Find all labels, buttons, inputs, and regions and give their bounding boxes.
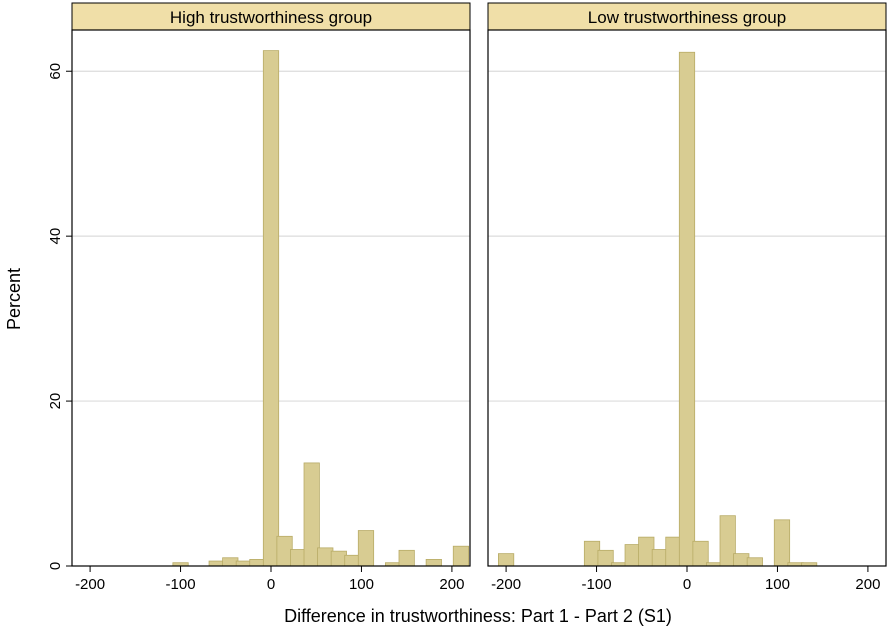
histogram-bar [692, 540, 709, 567]
histogram-bar [235, 560, 252, 567]
x-tick-label: 100 [349, 576, 374, 593]
y-tick-label: 0 [47, 562, 64, 570]
panels-group: High trustworthiness group -200 -100 0 100 20… [47, 2, 887, 593]
histogram-bar [262, 50, 280, 567]
histogram-bar [452, 545, 470, 567]
histogram-bar [773, 519, 791, 567]
histogram-bar [303, 462, 320, 567]
histogram-bar [678, 51, 696, 567]
y-tick-label: 60 [47, 63, 64, 80]
histogram-bar [719, 515, 736, 567]
x-tick-label: 200 [855, 576, 880, 593]
histogram-bar [330, 550, 347, 567]
panel-title: High trustworthiness group [170, 8, 372, 27]
histogram-bar [208, 560, 225, 567]
x-axis-title: Difference in trustworthiness: Part 1 - … [284, 606, 672, 626]
x-tick-label: -200 [491, 576, 521, 593]
histogram-bar [597, 549, 614, 567]
histogram-bar [651, 549, 668, 567]
histogram-bar [290, 549, 307, 567]
histogram-bar [249, 559, 266, 567]
histogram-bar [638, 536, 655, 567]
panel-1: High trustworthiness group -200 -100 0 100 20… [47, 2, 471, 593]
x-tick-label: -100 [166, 576, 196, 593]
x-tick-label: -100 [582, 576, 612, 593]
histogram-bar [398, 549, 415, 567]
histogram-bar [498, 553, 515, 567]
histogram-bar [624, 544, 641, 567]
panel-title: Low trustworthiness group [588, 8, 786, 27]
histogram-bar [276, 535, 293, 567]
histogram-bar [583, 540, 601, 567]
histogram-bar [222, 557, 239, 567]
histogram-bar [425, 559, 442, 567]
y-tick-label: 20 [47, 393, 64, 410]
panel-strip [487, 2, 887, 31]
histogram-bar [733, 553, 750, 567]
x-tick-label: 0 [267, 576, 275, 593]
histogram-bar [357, 530, 375, 567]
x-tick-label: 100 [765, 576, 790, 593]
panel-strip [71, 2, 471, 31]
histogram-bar [344, 554, 361, 567]
y-tick-label: 40 [47, 228, 64, 245]
x-tick-label: -200 [75, 576, 105, 593]
x-tick-label: 200 [439, 576, 464, 593]
histogram-bar [665, 536, 682, 567]
histogram-bar [746, 557, 763, 567]
y-axis-title: Percent [4, 268, 24, 330]
panel-2: Low trustworthiness group -200 -100 0 100 200 [487, 2, 887, 593]
histogram-bar [317, 547, 334, 567]
x-tick-label: 0 [683, 576, 691, 593]
